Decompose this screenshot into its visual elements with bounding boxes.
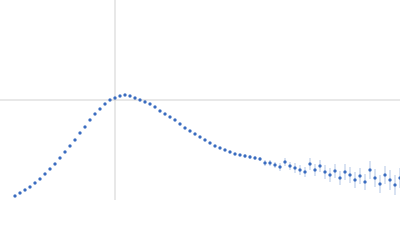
point xyxy=(158,109,162,113)
point xyxy=(373,176,377,180)
point xyxy=(368,168,372,172)
point xyxy=(358,174,362,178)
point xyxy=(283,160,287,164)
point xyxy=(83,125,87,129)
point xyxy=(378,182,382,186)
point xyxy=(43,172,47,176)
point xyxy=(168,115,172,119)
point xyxy=(138,98,142,102)
point xyxy=(118,94,122,98)
point xyxy=(383,173,387,177)
point xyxy=(393,183,397,187)
point xyxy=(338,176,342,180)
point xyxy=(343,170,347,174)
point xyxy=(143,100,147,104)
point xyxy=(73,138,77,142)
point xyxy=(323,170,327,174)
point xyxy=(313,168,317,172)
point xyxy=(78,131,82,135)
point xyxy=(353,178,357,182)
point xyxy=(253,156,257,160)
point xyxy=(273,163,277,167)
point xyxy=(278,165,282,169)
point xyxy=(178,122,182,126)
point xyxy=(238,153,242,157)
point xyxy=(48,167,52,171)
point xyxy=(123,93,127,97)
point xyxy=(293,166,297,170)
point xyxy=(98,107,102,111)
point xyxy=(388,178,392,182)
point xyxy=(113,96,117,100)
point xyxy=(13,194,17,198)
point xyxy=(38,177,42,181)
point xyxy=(228,150,232,154)
point xyxy=(298,168,302,172)
point xyxy=(173,118,177,122)
point xyxy=(53,162,57,166)
point xyxy=(163,112,167,116)
point xyxy=(218,146,222,150)
point xyxy=(263,161,267,165)
point xyxy=(288,164,292,168)
point xyxy=(183,126,187,130)
point xyxy=(23,188,27,192)
point xyxy=(68,144,72,148)
point xyxy=(18,191,22,195)
point xyxy=(63,150,67,154)
point xyxy=(363,180,367,184)
point xyxy=(103,102,107,106)
point xyxy=(198,135,202,139)
point xyxy=(203,138,207,142)
point xyxy=(188,129,192,133)
point xyxy=(28,185,32,189)
point xyxy=(303,170,307,174)
point xyxy=(213,144,217,148)
point xyxy=(243,154,247,158)
point xyxy=(233,152,237,156)
point xyxy=(33,181,37,185)
point xyxy=(308,162,312,166)
point xyxy=(208,141,212,145)
point xyxy=(223,148,227,152)
point xyxy=(93,112,97,116)
point xyxy=(88,118,92,122)
point xyxy=(258,157,262,161)
point xyxy=(333,169,337,173)
point xyxy=(153,105,157,109)
point xyxy=(328,173,332,177)
point xyxy=(268,161,272,165)
point xyxy=(128,94,132,98)
point xyxy=(348,173,352,177)
point xyxy=(248,155,252,159)
point xyxy=(58,156,62,160)
point xyxy=(148,102,152,106)
point xyxy=(193,132,197,136)
point xyxy=(318,164,322,168)
chart xyxy=(0,0,400,200)
point xyxy=(133,96,137,100)
point xyxy=(108,98,112,102)
